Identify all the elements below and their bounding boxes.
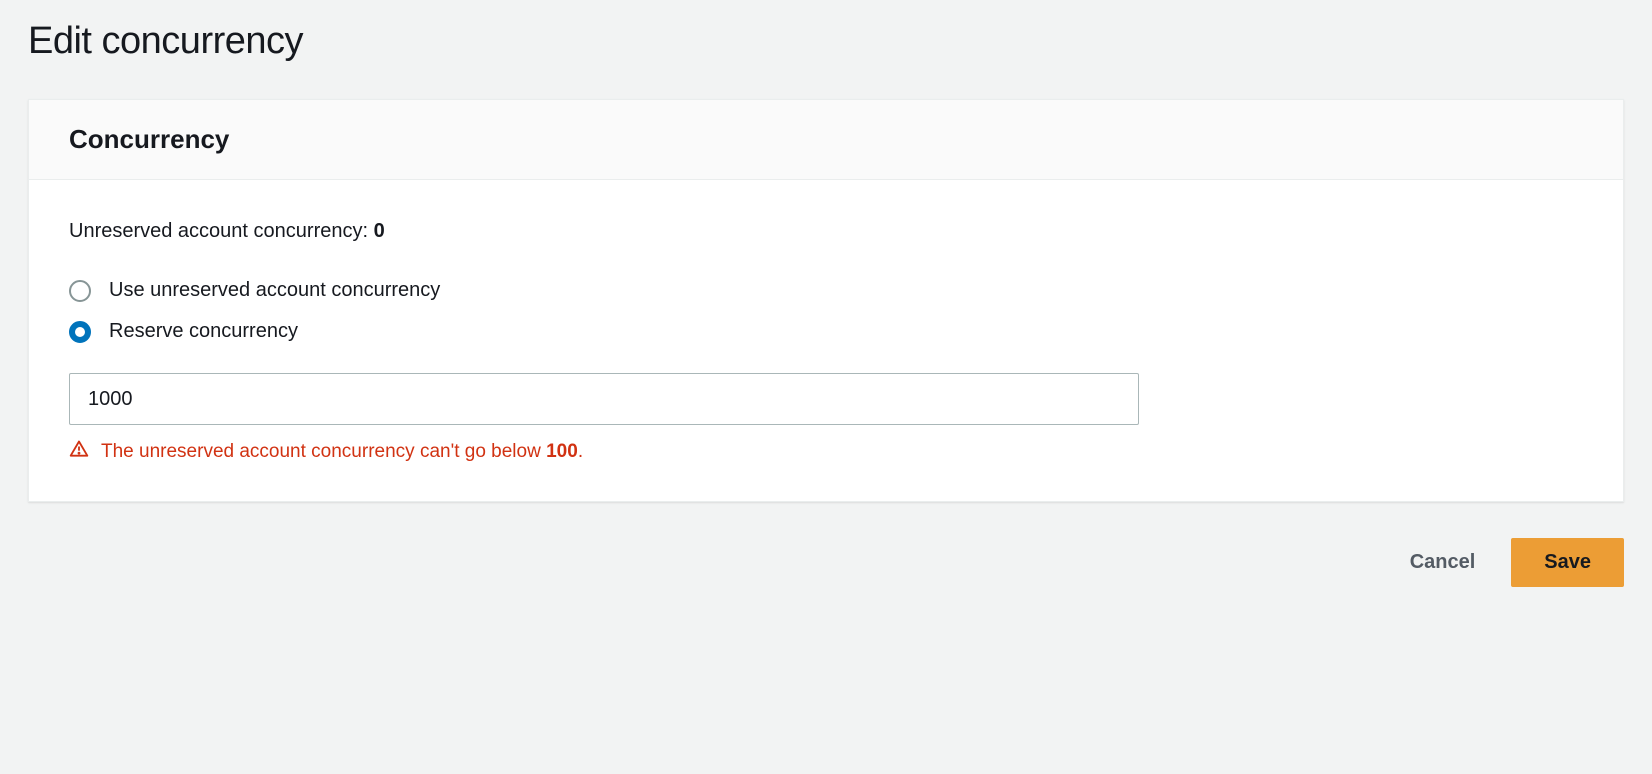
- unreserved-info: Unreserved account concurrency: 0: [69, 220, 1583, 243]
- radio-reserve-label: Reserve concurrency: [109, 320, 298, 343]
- panel-header: Concurrency: [29, 100, 1623, 180]
- cancel-button[interactable]: Cancel: [1402, 541, 1484, 584]
- concurrency-panel: Concurrency Unreserved account concurren…: [28, 99, 1624, 502]
- panel-body: Unreserved account concurrency: 0 Use un…: [29, 180, 1623, 501]
- error-suffix: .: [578, 441, 583, 462]
- page-title: Edit concurrency: [28, 20, 1624, 63]
- error-text: The unreserved account concurrency can't…: [101, 441, 583, 463]
- radio-circle-selected-icon: [69, 321, 91, 343]
- concurrency-input[interactable]: [69, 373, 1139, 425]
- radio-group: Use unreserved account concurrency Reser…: [69, 279, 1583, 343]
- warning-icon: [69, 439, 89, 465]
- save-button[interactable]: Save: [1511, 538, 1624, 587]
- error-bold-value: 100: [546, 441, 578, 462]
- unreserved-value: 0: [374, 220, 385, 242]
- error-message: The unreserved account concurrency can't…: [69, 439, 1583, 465]
- radio-circle-icon: [69, 280, 91, 302]
- radio-use-unreserved-label: Use unreserved account concurrency: [109, 279, 440, 302]
- panel-header-title: Concurrency: [69, 124, 1583, 155]
- unreserved-label: Unreserved account concurrency:: [69, 220, 374, 242]
- radio-reserve-concurrency[interactable]: Reserve concurrency: [69, 320, 1583, 343]
- radio-use-unreserved[interactable]: Use unreserved account concurrency: [69, 279, 1583, 302]
- button-row: Cancel Save: [28, 538, 1624, 587]
- error-prefix: The unreserved account concurrency can't…: [101, 441, 546, 462]
